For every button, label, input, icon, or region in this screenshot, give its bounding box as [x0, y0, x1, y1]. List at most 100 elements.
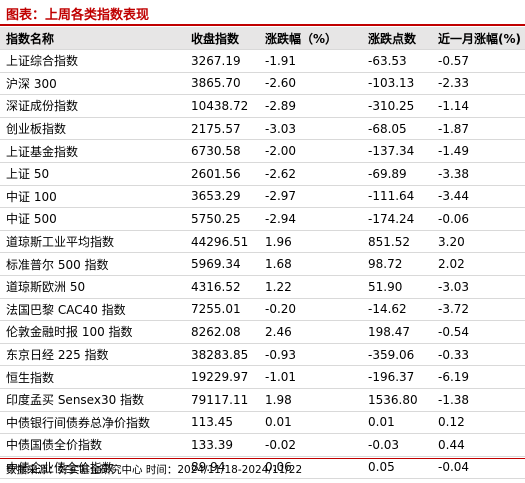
- table-cell: 113.45: [185, 411, 259, 435]
- table-row: 中债国债全价指数 133.39 -0.02 -0.03 0.44: [0, 433, 525, 457]
- table-cell: -1.01: [259, 365, 362, 389]
- table-cell: 0.01: [259, 411, 362, 435]
- table-cell: -2.00: [259, 139, 362, 163]
- table-cell: 伦敦金融时报 100 指数: [0, 320, 185, 344]
- table-cell: 中证 100: [0, 185, 185, 209]
- table-cell: 中债企业债全价指数: [0, 456, 185, 480]
- table-cell: 7255.01: [185, 298, 259, 322]
- table-cell: 19229.97: [185, 365, 259, 389]
- table-row: 恒生指数 19229.97 -1.01 -196.37 -6.19: [0, 365, 525, 389]
- table-cell: 深证成份指数: [0, 94, 185, 118]
- table-cell: -174.24: [362, 207, 432, 231]
- table-cell: 3.20: [432, 230, 525, 254]
- table-cell: -137.34: [362, 139, 432, 163]
- table-cell: 3653.29: [185, 185, 259, 209]
- table-cell: 中证 500: [0, 207, 185, 231]
- table-cell: -3.44: [432, 185, 525, 209]
- table-row: 东京日经 225 指数 38283.85 -0.93 -359.06 -0.33: [0, 343, 525, 367]
- table-body: 上证综合指数 3267.19 -1.91 -63.53 -0.57 沪深 300 3865.…: [0, 49, 525, 480]
- table-cell: 1.22: [259, 275, 362, 299]
- table-cell: -196.37: [362, 365, 432, 389]
- table-row: 中证 500 5750.25 -2.94 -174.24 -0.06: [0, 207, 525, 231]
- table-cell: -2.94: [259, 207, 362, 231]
- table-cell: -1.14: [432, 94, 525, 118]
- table-cell: 标准普尔 500 指数: [0, 252, 185, 276]
- table-cell: 2.02: [432, 252, 525, 276]
- table-cell: 6730.58: [185, 139, 259, 163]
- table-cell: 198.47: [362, 320, 432, 344]
- table-cell: -0.33: [432, 343, 525, 367]
- table-cell: 印度孟买 Sensex30 指数: [0, 388, 185, 412]
- table-cell: 道琼斯欧洲 50: [0, 275, 185, 299]
- table-cell: 2.46: [259, 320, 362, 344]
- table-cell: -6.19: [432, 365, 525, 389]
- table-cell: 851.52: [362, 230, 432, 254]
- table-cell: -69.89: [362, 162, 432, 186]
- table-cell: -3.03: [259, 117, 362, 141]
- index-table: 指数名称 收盘指数 涨跌幅（%） 涨跌点数 近一月涨幅(%) 上证综合指数 3267.19…: [0, 27, 525, 480]
- table-cell: -0.54: [432, 320, 525, 344]
- table-cell: -63.53: [362, 49, 432, 73]
- title-rule: [0, 24, 525, 26]
- table-cell: 0.44: [432, 433, 525, 457]
- table-row: 深证成份指数 10438.72 -2.89 -310.25 -1.14: [0, 94, 525, 118]
- table-cell: 创业板指数: [0, 117, 185, 141]
- table-cell: 89.94: [185, 456, 259, 480]
- table-cell: 0.12: [432, 411, 525, 435]
- table-cell: 恒生指数: [0, 365, 185, 389]
- table-cell: 上证综合指数: [0, 49, 185, 73]
- table-cell: 上证基金指数: [0, 139, 185, 163]
- table-cell: -1.91: [259, 49, 362, 73]
- table-cell: -3.03: [432, 275, 525, 299]
- table-row: 上证 50 2601.56 -2.62 -69.89 -3.38: [0, 162, 525, 186]
- table-cell: 38283.85: [185, 343, 259, 367]
- table-row: 中债银行间债券总净价指数 113.45 0.01 0.01 0.12: [0, 411, 525, 435]
- table-row: 中债企业债全价指数 89.94 0.06 0.05 -0.04: [0, 456, 525, 480]
- source-note: 数据来源：好买基金研究中心 时间：2024/11/18-2024/11/22: [6, 464, 303, 476]
- table-cell: -3.72: [432, 298, 525, 322]
- table-cell: -0.57: [432, 49, 525, 73]
- table-cell: -2.33: [432, 72, 525, 96]
- table-row: 标准普尔 500 指数 5969.34 1.68 98.72 2.02: [0, 252, 525, 276]
- table-cell: 8262.08: [185, 320, 259, 344]
- table-cell: 4316.52: [185, 275, 259, 299]
- table-cell: -0.03: [362, 433, 432, 457]
- table-cell: -0.06: [432, 207, 525, 231]
- table-cell: 79117.11: [185, 388, 259, 412]
- table-row: 印度孟买 Sensex30 指数 79117.11 1.98 1536.80 -1.38: [0, 388, 525, 412]
- column-header: 指数名称: [0, 27, 185, 50]
- table-cell: -2.62: [259, 162, 362, 186]
- table-cell: 1536.80: [362, 388, 432, 412]
- table-cell: -68.05: [362, 117, 432, 141]
- table-row: 中证 100 3653.29 -2.97 -111.64 -3.44: [0, 185, 525, 209]
- table-cell: 上证 50: [0, 162, 185, 186]
- table-cell: 0.01: [362, 411, 432, 435]
- table-cell: -14.62: [362, 298, 432, 322]
- table-cell: 2601.56: [185, 162, 259, 186]
- table-cell: -2.60: [259, 72, 362, 96]
- table-cell: 1.98: [259, 388, 362, 412]
- table-cell: -103.13: [362, 72, 432, 96]
- table-cell: -3.38: [432, 162, 525, 186]
- table-cell: -1.49: [432, 139, 525, 163]
- table-row: 创业板指数 2175.57 -3.03 -68.05 -1.87: [0, 117, 525, 141]
- table-row: 伦敦金融时报 100 指数 8262.08 2.46 198.47 -0.54: [0, 320, 525, 344]
- table-cell: -310.25: [362, 94, 432, 118]
- table-cell: 法国巴黎 CAC40 指数: [0, 298, 185, 322]
- table-cell: -111.64: [362, 185, 432, 209]
- column-header: 涨跌幅（%）: [259, 27, 362, 50]
- table-cell: 道琼斯工业平均指数: [0, 230, 185, 254]
- table-row: 上证基金指数 6730.58 -2.00 -137.34 -1.49: [0, 139, 525, 163]
- table-row: 沪深 300 3865.70 -2.60 -103.13 -2.33: [0, 72, 525, 96]
- table-cell: 沪深 300: [0, 72, 185, 96]
- table-cell: 0.06: [259, 456, 362, 480]
- table-cell: 3865.70: [185, 72, 259, 96]
- table-cell: 51.90: [362, 275, 432, 299]
- table-cell: 3267.19: [185, 49, 259, 73]
- table-cell: 5969.34: [185, 252, 259, 276]
- table-cell: 133.39: [185, 433, 259, 457]
- column-header: 近一月涨幅(%): [432, 27, 525, 50]
- table-cell: -0.20: [259, 298, 362, 322]
- table-cell: 1.68: [259, 252, 362, 276]
